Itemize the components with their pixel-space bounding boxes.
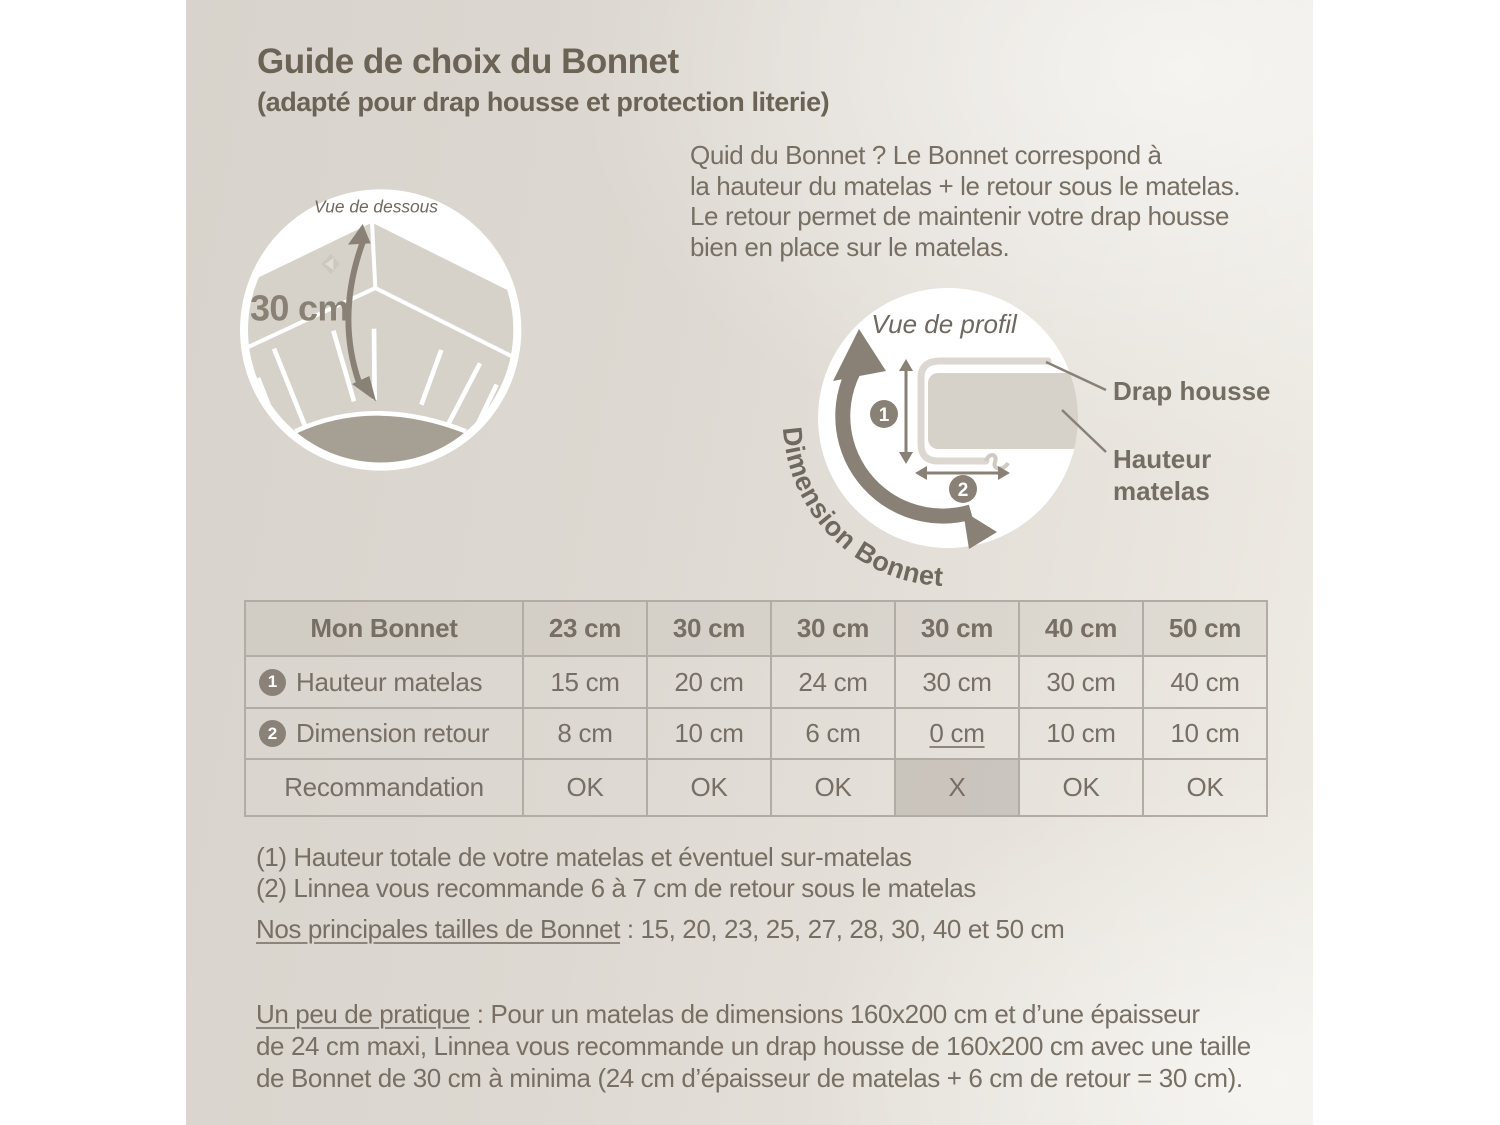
dimension-bonnet-arrow	[833, 329, 997, 549]
profile-view-diagram: 1 2 Dimension Bonnet Vue de profil Drap …	[777, 288, 1271, 592]
callout-pointer-lines	[1045, 360, 1107, 453]
row-badge-2: 2	[259, 720, 286, 747]
cell-value: OK	[522, 758, 648, 817]
cell-value: 15 cm	[522, 655, 648, 709]
sizes-rest: : 15, 20, 23, 25, 27, 28, 30, 40 et 50 c…	[620, 914, 1065, 944]
practice-lead: Un peu de pratique	[256, 999, 470, 1029]
practice-rest: : Pour un matelas de dimensions 160x200 …	[256, 999, 1251, 1093]
footnote-2: (2) Linnea vous recommande 6 à 7 cm de r…	[256, 873, 976, 903]
footnotes: (1) Hauteur totale de votre matelas et é…	[256, 842, 976, 904]
row-label: Dimension retour	[296, 718, 490, 748]
cell-value: OK	[646, 758, 772, 817]
header-size-1: 23 cm	[522, 600, 648, 657]
header-size-6: 50 cm	[1142, 600, 1268, 657]
mattress-side-shape	[928, 373, 1078, 449]
sheet-squiggle-end	[984, 453, 1010, 471]
cell-value: 30 cm	[1018, 655, 1144, 709]
header-size-3: 30 cm	[770, 600, 896, 657]
row-label: Recommandation	[244, 758, 524, 817]
practice-paragraph: Un peu de pratique : Pour un matelas de …	[256, 966, 1306, 1094]
table-row-hauteur-matelas: 1 Hauteur matelas 15 cm 20 cm 24 cm 30 c…	[244, 655, 1268, 709]
svg-text:1: 1	[879, 405, 890, 426]
table-row-recommandation: Recommandation OK OK OK X OK OK	[244, 758, 1268, 817]
bonnet-size-label: 30 cm	[250, 288, 349, 329]
header-size-2: 30 cm	[646, 600, 772, 657]
callout-drap-housse: Drap housse	[1113, 376, 1271, 406]
intro-paragraph: Quid du Bonnet ? Le Bonnet correspond à …	[690, 140, 1241, 262]
footnote-1: (1) Hauteur totale de votre matelas et é…	[256, 842, 912, 872]
callout-matelas: matelas	[1113, 476, 1210, 506]
cell-value: 8 cm	[522, 707, 648, 760]
table-header-row: Mon Bonnet 23 cm 30 cm 30 cm 30 cm 40 cm…	[244, 600, 1268, 657]
bottom-view-diagram: Vue de dessous 30 cm	[240, 189, 522, 471]
svg-text:2: 2	[958, 480, 969, 501]
cell-value: OK	[1018, 758, 1144, 817]
bonnet-table: Mon Bonnet 23 cm 30 cm 30 cm 30 cm 40 cm…	[244, 600, 1268, 817]
cell-value: 40 cm	[1142, 655, 1268, 709]
watermark-glyph	[321, 254, 340, 274]
marker-2-badge: 2	[949, 475, 977, 503]
page-title: Guide de choix du Bonnet	[257, 42, 679, 81]
profile-view-caption: Vue de profil	[871, 309, 1018, 339]
sizes-lead: Nos principales tailles de Bonnet	[256, 914, 621, 944]
header-mon-bonnet: Mon Bonnet	[244, 600, 524, 657]
elastic-hem-arc	[294, 411, 467, 434]
callout-hauteur: Hauteur	[1113, 444, 1211, 474]
row-label: Hauteur matelas	[296, 666, 483, 697]
bonnet-measure-arrow	[345, 224, 376, 402]
cell-value: 20 cm	[646, 655, 772, 709]
mattress-bottom-lens	[295, 413, 466, 463]
header-size-4: 30 cm	[894, 600, 1020, 657]
height-dimension-arrow	[899, 359, 913, 464]
bottom-view-caption: Vue de dessous	[314, 197, 438, 217]
mattress-corner-edge	[370, 222, 378, 289]
cell-value-underlined: 0 cm	[894, 707, 1020, 760]
infographic-canvas: Guide de choix du Bonnet (adapté pour dr…	[186, 0, 1313, 1125]
cell-value: 10 cm	[646, 707, 772, 760]
sizes-line: Nos principales tailles de Bonnet : 15, …	[256, 914, 1065, 945]
cell-value: 10 cm	[1018, 707, 1144, 760]
cell-value: 6 cm	[770, 707, 896, 760]
return-dimension-arrow	[915, 466, 1010, 480]
cell-not-recommended: X	[894, 758, 1020, 817]
page-subtitle: (adapté pour drap housse et protection l…	[257, 87, 830, 117]
cell-value: 30 cm	[894, 655, 1020, 709]
cell-value: OK	[770, 758, 896, 817]
table-row-dimension-retour: 2 Dimension retour 8 cm 10 cm 6 cm 0 cm …	[244, 707, 1268, 760]
marker-1-badge: 1	[870, 400, 898, 428]
cell-value: 10 cm	[1142, 707, 1268, 760]
cell-value: 24 cm	[770, 655, 896, 709]
cell-value: OK	[1142, 758, 1268, 817]
fitted-sheet-outline	[917, 357, 1052, 465]
header-size-5: 40 cm	[1018, 600, 1144, 657]
row-badge-1: 1	[259, 668, 286, 696]
